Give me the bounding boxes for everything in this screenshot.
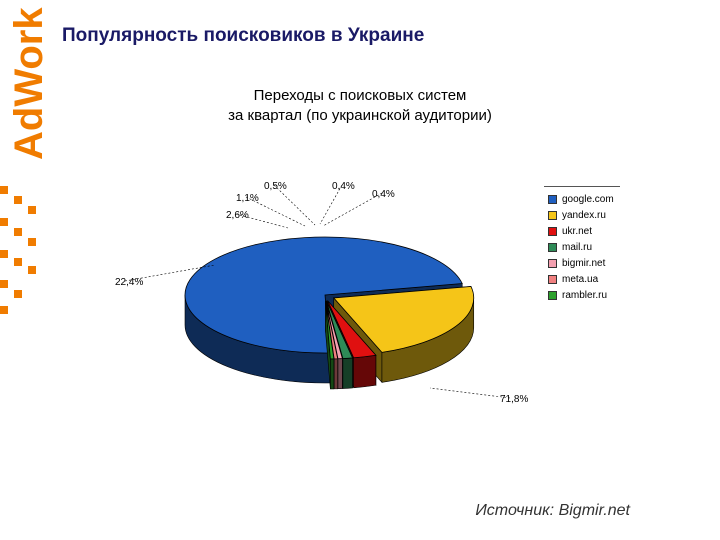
data-label: 0,5% bbox=[264, 181, 287, 192]
pie-slice-rambler-ru bbox=[325, 300, 335, 390]
legend-item: rambler.ru bbox=[544, 287, 620, 303]
leader-line bbox=[235, 213, 289, 229]
legend-item: bigmir.net bbox=[544, 255, 620, 271]
legend-swatch bbox=[548, 274, 557, 284]
source-note: Источник: Bigmir.net bbox=[475, 502, 630, 519]
leader-line bbox=[273, 184, 316, 226]
legend-item: ukr.net bbox=[544, 223, 620, 239]
legend-item: meta.ua bbox=[544, 271, 620, 287]
leader-line bbox=[322, 192, 383, 227]
data-label: 1,1% bbox=[236, 193, 259, 204]
chart-title-line1: Переходы с поисковых систем bbox=[253, 87, 467, 104]
chart-title: Переходы с поисковых систем за квартал (… bbox=[160, 86, 560, 126]
legend-swatch bbox=[548, 226, 557, 236]
leader-line bbox=[319, 184, 343, 225]
legend-label: bigmir.net bbox=[562, 257, 606, 269]
legend-item: yandex.ru bbox=[544, 207, 620, 223]
leader-line bbox=[429, 387, 511, 399]
legend-label: rambler.ru bbox=[562, 289, 608, 301]
data-label: 71,8% bbox=[500, 394, 528, 405]
legend-item: google.com bbox=[544, 191, 620, 207]
legend-label: mail.ru bbox=[562, 241, 593, 253]
data-label: 0,4% bbox=[332, 181, 355, 192]
data-label: 0,4% bbox=[372, 189, 395, 200]
legend-label: google.com bbox=[562, 193, 614, 205]
legend-label: yandex.ru bbox=[562, 209, 606, 221]
leader-line bbox=[124, 264, 216, 282]
leader-line bbox=[245, 196, 306, 227]
legend-swatch bbox=[548, 194, 557, 204]
legend-swatch bbox=[548, 210, 557, 220]
legend-item: mail.ru bbox=[544, 239, 620, 255]
legend-swatch bbox=[548, 290, 557, 300]
chart-title-line2: за квартал (по украинской аудитории) bbox=[228, 107, 492, 124]
legend-label: ukr.net bbox=[562, 225, 593, 237]
legend-swatch bbox=[548, 258, 557, 268]
data-label: 22,4% bbox=[115, 277, 143, 288]
legend-swatch bbox=[548, 242, 557, 252]
page-title: Популярность поисковиков в Украине bbox=[62, 25, 425, 46]
data-label: 2,6% bbox=[226, 210, 249, 221]
adwork-logo: AdWork bbox=[0, 7, 51, 314]
chart-legend: google.com yandex.ru ukr.net mail.ru bigmir.… bbox=[544, 186, 620, 303]
logo-text: AdWork bbox=[7, 7, 51, 160]
legend-label: meta.ua bbox=[562, 273, 599, 285]
logo-pattern bbox=[0, 186, 36, 314]
